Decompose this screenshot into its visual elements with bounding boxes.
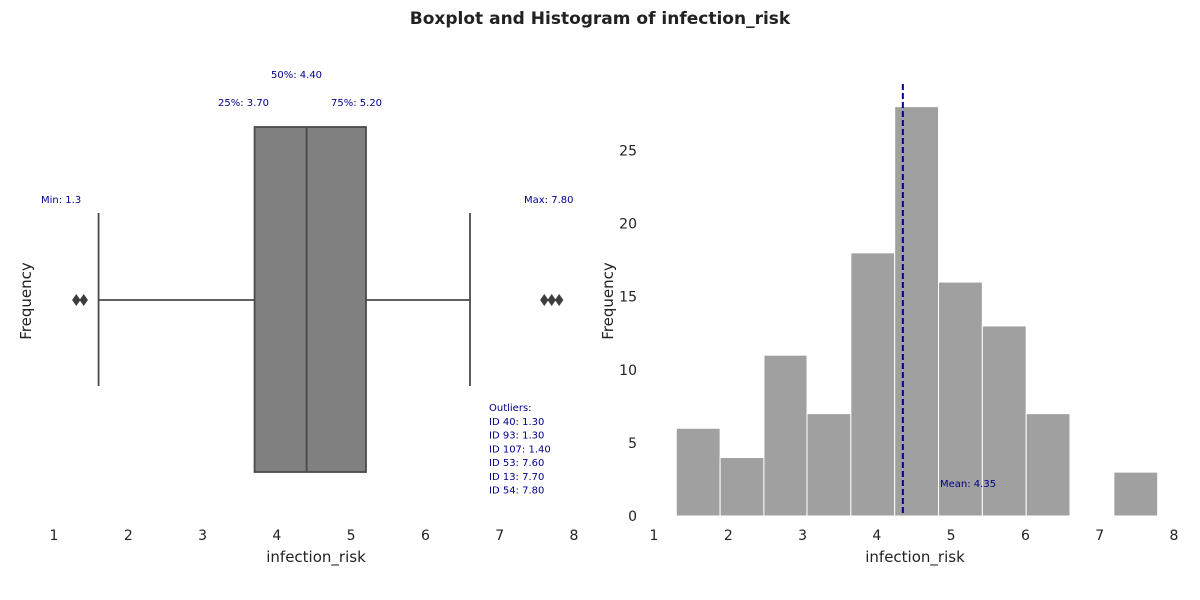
outlier-entry: ID 53: 7.60 [489, 458, 544, 469]
histogram-y-tick: 20 [619, 217, 637, 233]
boxplot-x-tick: 8 [570, 528, 579, 544]
iqr-box [253, 126, 367, 473]
histogram-x-tick: 3 [798, 528, 807, 544]
histogram-x-tick: 5 [947, 528, 956, 544]
max-label: Max: 7.80 [524, 195, 574, 206]
histogram-bar [894, 106, 940, 517]
histogram-y-tick: 15 [619, 290, 637, 306]
boxplot-y-axis-label: Frequency [17, 262, 35, 340]
outlier-entry: ID 40: 1.30 [489, 417, 544, 428]
outlier-point [547, 294, 556, 306]
boxplot-x-tick: 6 [421, 528, 430, 544]
boxplot-x-axis-label: infection_risk [266, 548, 366, 567]
outlier-point [72, 294, 81, 306]
histogram-y-tick: 5 [628, 436, 637, 452]
outlier-point [79, 294, 88, 306]
boxplot-x-tick: 3 [198, 528, 207, 544]
boxplot-x-tick: 2 [124, 528, 133, 544]
q1-label: 25%: 3.70 [218, 98, 269, 109]
histogram-x-axis-label: infection_risk [865, 548, 965, 567]
histogram-x-tick: 1 [650, 528, 659, 544]
histogram-y-axis-label: Frequency [599, 262, 617, 340]
outlier-entry: ID 13: 7.70 [489, 472, 544, 483]
outliers-title: Outliers: [489, 403, 532, 414]
histogram-bar [1025, 413, 1071, 517]
histogram-y-tick: 0 [628, 509, 637, 525]
histogram-bar [806, 413, 852, 517]
min-label: Min: 1.3 [41, 195, 81, 206]
histogram-bar [850, 252, 896, 517]
outlier-point [540, 294, 549, 306]
histogram-x-tick: 7 [1095, 528, 1104, 544]
boxplot-x-tick: 5 [347, 528, 356, 544]
histogram-bar [763, 354, 808, 517]
boxplot-x-tick: 7 [495, 528, 504, 544]
histogram-x-tick: 4 [872, 528, 881, 544]
median-label: 50%: 4.40 [271, 70, 322, 81]
histogram-bar [981, 325, 1027, 517]
outlier-entry: ID 107: 1.40 [489, 444, 551, 455]
histogram-bar [675, 427, 721, 517]
boxplot-x-tick: 1 [50, 528, 59, 544]
outlier-entry: ID 54: 7.80 [489, 486, 544, 497]
histogram-y-tick: 25 [619, 144, 637, 160]
figure-title: Boxplot and Histogram of infection_risk [409, 9, 791, 29]
mean-label: Mean: 4.35 [940, 479, 996, 490]
histogram-bar [719, 457, 765, 517]
boxplot-x-tick: 4 [272, 528, 281, 544]
histogram-x-tick: 6 [1021, 528, 1030, 544]
histogram-y-tick: 10 [619, 363, 637, 379]
histogram-x-tick: 2 [724, 528, 733, 544]
histogram-x-tick: 8 [1170, 528, 1179, 544]
outlier-point [554, 294, 564, 306]
histogram-bar [1113, 471, 1159, 517]
q3-label: 75%: 5.20 [331, 98, 382, 109]
outlier-entry: ID 93: 1.30 [489, 431, 544, 442]
